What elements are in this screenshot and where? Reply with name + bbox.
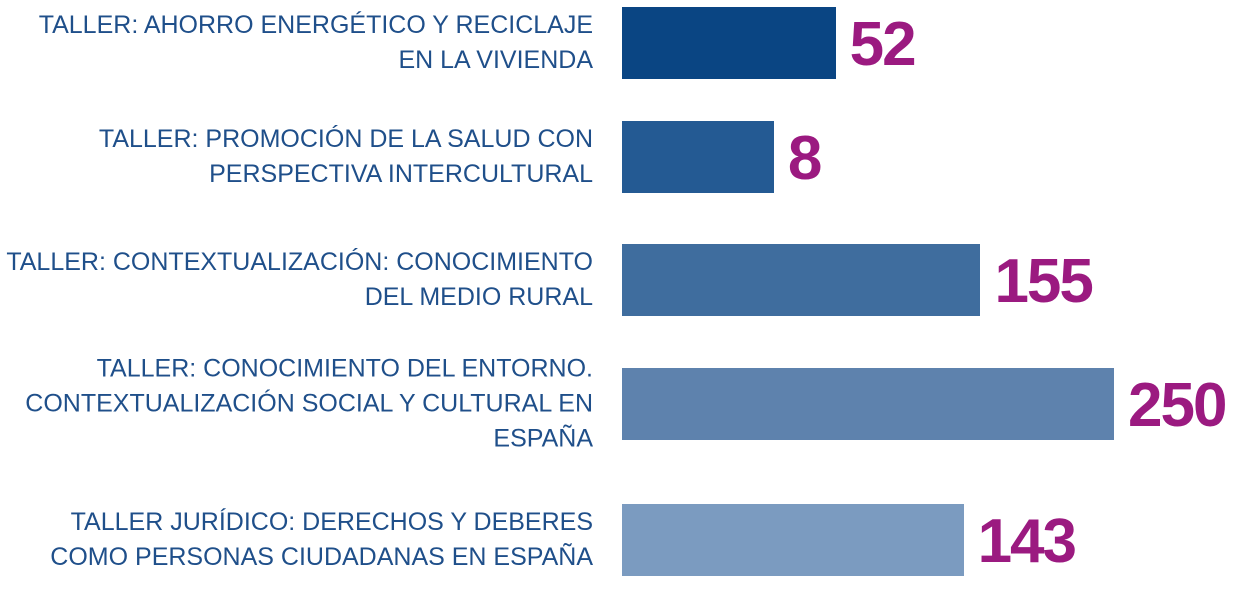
category-label: TALLER: AHORRO ENERGÉTICO Y RECICLAJE EN… [38,11,593,74]
value-label: 52 [849,10,917,79]
bar [622,244,981,316]
bar [622,121,774,193]
category-label: TALLER JURÍDICO: DERECHOS Y DEBERES COMO… [50,508,593,571]
category-label: TALLER: PROMOCIÓN DE LA SALUD CON PERSPE… [98,125,593,188]
bar [622,368,1114,440]
bar [622,504,964,576]
value-label: 143 [977,507,1077,576]
category-label: TALLER: CONTEXTUALIZACIÓN: CONOCIMIENTO … [6,248,593,311]
value-label: 155 [994,247,1093,316]
bar [622,7,836,79]
value-label: 250 [1128,371,1227,440]
category-label: TALLER: CONOCIMIENTO DEL ENTORNO. CONTEX… [25,354,593,453]
value-label: 8 [787,124,823,193]
